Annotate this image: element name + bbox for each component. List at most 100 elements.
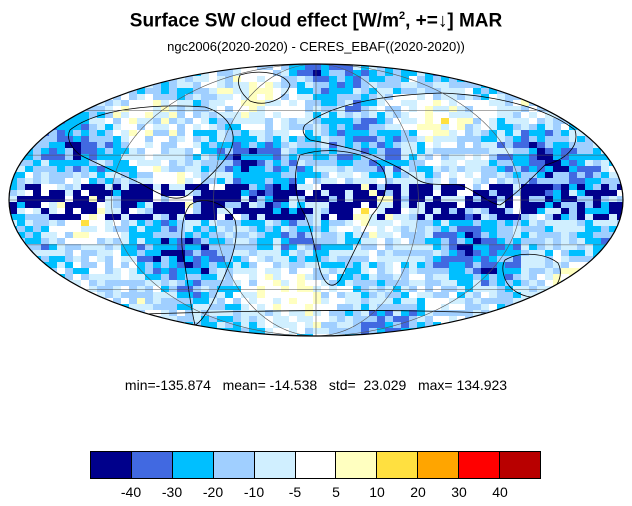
field-cell	[617, 70, 623, 76]
field-cell	[185, 298, 193, 304]
field-cell	[457, 202, 465, 208]
field-cell	[561, 208, 569, 214]
field-cell	[97, 202, 105, 208]
field-cell	[593, 316, 601, 322]
field-cell	[81, 274, 89, 280]
field-cell	[161, 154, 169, 160]
field-cell	[305, 100, 313, 106]
field-cell	[577, 256, 585, 262]
field-cell	[265, 202, 273, 208]
field-cell	[249, 292, 257, 298]
field-cell	[89, 94, 97, 100]
field-cell	[201, 208, 209, 214]
field-cell	[9, 334, 17, 336]
field-cell	[81, 268, 89, 274]
field-cell	[161, 298, 169, 304]
field-cell	[433, 244, 441, 250]
field-cell	[473, 88, 481, 94]
field-cell	[49, 250, 57, 256]
field-cell	[345, 238, 353, 244]
field-cell	[441, 328, 449, 334]
field-cell	[377, 292, 385, 298]
field-cell	[617, 166, 623, 172]
field-cell	[185, 280, 193, 286]
field-cell	[601, 82, 609, 88]
field-cell	[193, 142, 201, 148]
field-cell	[273, 226, 281, 232]
field-cell	[441, 262, 449, 268]
field-cell	[345, 316, 353, 322]
field-cell	[601, 316, 609, 322]
field-cell	[145, 178, 153, 184]
field-cell	[145, 100, 153, 106]
field-cell	[305, 70, 313, 76]
field-cell	[193, 148, 201, 154]
field-cell	[433, 232, 441, 238]
field-cell	[153, 298, 161, 304]
field-cell	[345, 136, 353, 142]
field-cell	[185, 268, 193, 274]
field-cell	[505, 124, 513, 130]
field-cell	[201, 262, 209, 268]
field-cell	[177, 208, 185, 214]
field-cell	[393, 100, 401, 106]
field-cell	[337, 208, 345, 214]
field-cell	[345, 304, 353, 310]
field-cell	[25, 118, 33, 124]
field-cell	[465, 304, 473, 310]
field-cell	[257, 232, 265, 238]
field-cell	[41, 178, 49, 184]
field-cell	[337, 130, 345, 136]
field-cell	[41, 304, 49, 310]
field-cell	[161, 88, 169, 94]
field-cell	[361, 88, 369, 94]
field-cell	[553, 136, 561, 142]
field-cell	[89, 298, 97, 304]
field-cell	[137, 256, 145, 262]
field-cell	[177, 292, 185, 298]
field-cell	[249, 322, 257, 328]
field-cell	[145, 322, 153, 328]
field-cell	[281, 100, 289, 106]
field-cell	[457, 214, 465, 220]
field-cell	[321, 208, 329, 214]
field-cell	[265, 220, 273, 226]
field-cell	[505, 208, 513, 214]
field-cell	[401, 292, 409, 298]
field-cell	[17, 118, 25, 124]
field-cell	[201, 226, 209, 232]
field-cell	[449, 106, 457, 112]
field-cell	[401, 178, 409, 184]
field-cell	[241, 130, 249, 136]
field-cell	[561, 196, 569, 202]
field-cell	[137, 298, 145, 304]
field-cell	[241, 76, 249, 82]
field-cell	[425, 100, 433, 106]
field-cell	[201, 106, 209, 112]
field-cell	[129, 76, 137, 82]
field-cell	[569, 232, 577, 238]
field-cell	[513, 226, 521, 232]
field-cell	[577, 166, 585, 172]
field-cell	[113, 118, 121, 124]
field-cell	[137, 328, 145, 334]
field-cell	[161, 130, 169, 136]
field-cell	[33, 142, 41, 148]
field-cell	[377, 196, 385, 202]
field-cell	[89, 184, 97, 190]
field-cell	[337, 244, 345, 250]
field-cell	[105, 106, 113, 112]
field-cell	[73, 322, 81, 328]
field-cell	[9, 160, 17, 166]
field-cell	[65, 310, 73, 316]
field-cell	[617, 274, 623, 280]
field-cell	[385, 202, 393, 208]
field-cell	[257, 94, 265, 100]
field-cell	[41, 250, 49, 256]
field-cell	[553, 94, 561, 100]
field-cell	[353, 232, 361, 238]
field-cell	[585, 82, 593, 88]
field-cell	[161, 94, 169, 100]
field-cell	[9, 94, 17, 100]
field-cell	[137, 196, 145, 202]
